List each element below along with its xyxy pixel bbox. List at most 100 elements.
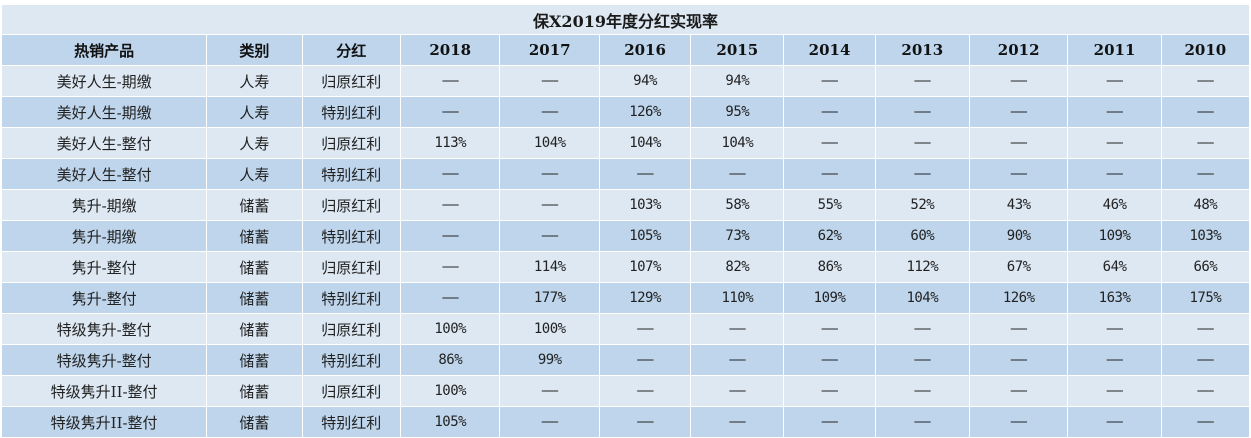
- table-row: 美好人生-期缴 人寿 特别红利 —— —— 126% 95% —— —— —— —— ——: [0, 96, 1251, 128]
- product-cell: 隽升-期缴: [0, 220, 208, 252]
- product-cell: 美好人生-整付: [0, 158, 208, 190]
- product-cell: 特级隽升-整付: [0, 344, 208, 376]
- rate-cell: ——: [783, 96, 876, 128]
- rate-cell: 104%: [690, 127, 785, 159]
- rate-cell: ——: [968, 127, 1069, 159]
- rate-cell: ——: [874, 96, 970, 128]
- rate-cell: ——: [499, 96, 600, 128]
- rate-cell: ——: [1160, 158, 1251, 190]
- rate-cell: ——: [1067, 96, 1162, 128]
- rate-cell: 66%: [1160, 251, 1251, 283]
- rate-cell: ——: [1160, 344, 1251, 376]
- rate-cell: 126%: [968, 282, 1069, 314]
- column-header: 2011: [1067, 34, 1162, 66]
- rate-cell: 52%: [874, 189, 970, 221]
- product-cell: 美好人生-期缴: [0, 96, 208, 128]
- rate-cell: 100%: [399, 375, 501, 407]
- rate-cell: ——: [598, 344, 692, 376]
- rate-cell: 62%: [783, 220, 876, 252]
- rate-cell: ——: [1067, 158, 1162, 190]
- rate-cell: ——: [968, 406, 1069, 438]
- category-cell: 人寿: [206, 65, 303, 97]
- dividend-cell: 归原红利: [301, 375, 402, 407]
- rate-cell: 82%: [690, 251, 785, 283]
- rate-cell: ——: [968, 313, 1069, 345]
- column-header: 2010: [1160, 34, 1251, 66]
- dividend-cell: 特别红利: [301, 158, 402, 190]
- rate-cell: 113%: [399, 127, 501, 159]
- rate-cell: ——: [399, 282, 501, 314]
- rate-cell: ——: [1160, 313, 1251, 345]
- rate-cell: 73%: [690, 220, 785, 252]
- rate-cell: 94%: [598, 65, 692, 97]
- category-cell: 储蓄: [206, 220, 303, 252]
- rate-cell: ——: [399, 158, 501, 190]
- rate-cell: ——: [399, 65, 501, 97]
- product-cell: 特级隽升-整付: [0, 313, 208, 345]
- rate-cell: 86%: [399, 344, 501, 376]
- rate-cell: ——: [499, 65, 600, 97]
- category-cell: 人寿: [206, 158, 303, 190]
- rate-cell: 99%: [499, 344, 600, 376]
- table-row: 美好人生-期缴 人寿 归原红利 —— —— 94% 94% —— —— —— —— ——: [0, 65, 1251, 97]
- dividend-cell: 特别红利: [301, 96, 402, 128]
- dividend-cell: 特别红利: [301, 344, 402, 376]
- dividend-cell: 特别红利: [301, 406, 402, 438]
- category-cell: 储蓄: [206, 344, 303, 376]
- table-row: 特级隽升-整付 储蓄 特别红利 86% 99% —— —— —— —— —— —— ——: [0, 344, 1251, 376]
- dividend-table: 保X2019年度分红实现率 热销产品 类别 分红 2018 2017 2016 2015 20…: [0, 4, 1251, 438]
- table-row: 隽升-期缴 储蓄 特别红利 —— —— 105% 73% 62% 60% 90% 109% 103%: [0, 220, 1251, 252]
- rate-cell: 109%: [783, 282, 876, 314]
- dividend-cell: 归原红利: [301, 65, 402, 97]
- rate-cell: ——: [1160, 375, 1251, 407]
- rate-cell: ——: [1067, 344, 1162, 376]
- rate-cell: ——: [499, 406, 600, 438]
- column-header: 类别: [206, 34, 303, 66]
- rate-cell: 129%: [598, 282, 692, 314]
- rate-cell: ——: [1067, 65, 1162, 97]
- column-header: 2015: [690, 34, 785, 66]
- category-cell: 储蓄: [206, 406, 303, 438]
- rate-cell: 95%: [690, 96, 785, 128]
- table-row: 隽升-整付 储蓄 特别红利 —— 177% 129% 110% 109% 104% 126% 163…: [0, 282, 1251, 314]
- rate-cell: 177%: [499, 282, 600, 314]
- rate-cell: ——: [1067, 375, 1162, 407]
- rate-cell: ——: [1160, 96, 1251, 128]
- column-header: 2018: [399, 34, 501, 66]
- category-cell: 储蓄: [206, 375, 303, 407]
- rate-cell: 104%: [598, 127, 692, 159]
- dividend-table-view: 保X2019年度分红实现率 热销产品 类别 分红 2018 2017 2016 2015 20…: [0, 4, 1251, 438]
- rate-cell: ——: [598, 158, 692, 190]
- rate-cell: 58%: [690, 189, 785, 221]
- rate-cell: ——: [1067, 313, 1162, 345]
- rate-cell: 105%: [399, 406, 501, 438]
- rate-cell: 105%: [598, 220, 692, 252]
- table-row: 特级隽升-整付 储蓄 归原红利 100% 100% —— —— —— —— —— —— ——: [0, 313, 1251, 345]
- rate-cell: ——: [968, 158, 1069, 190]
- rate-cell: ——: [874, 313, 970, 345]
- rate-cell: ——: [783, 127, 876, 159]
- rate-cell: 100%: [399, 313, 501, 345]
- rate-cell: ——: [874, 375, 970, 407]
- rate-cell: 104%: [874, 282, 970, 314]
- rate-cell: 114%: [499, 251, 600, 283]
- category-cell: 储蓄: [206, 282, 303, 314]
- rate-cell: 43%: [968, 189, 1069, 221]
- rate-cell: 104%: [499, 127, 600, 159]
- rate-cell: 103%: [598, 189, 692, 221]
- rate-cell: ——: [874, 65, 970, 97]
- rate-cell: ——: [399, 251, 501, 283]
- rate-cell: ——: [783, 375, 876, 407]
- rate-cell: 46%: [1067, 189, 1162, 221]
- dividend-cell: 特别红利: [301, 220, 402, 252]
- rate-cell: ——: [968, 375, 1069, 407]
- dividend-cell: 归原红利: [301, 313, 402, 345]
- rate-cell: ——: [499, 189, 600, 221]
- rate-cell: ——: [499, 375, 600, 407]
- category-cell: 储蓄: [206, 189, 303, 221]
- rate-cell: ——: [690, 375, 785, 407]
- rate-cell: 64%: [1067, 251, 1162, 283]
- dividend-cell: 归原红利: [301, 127, 402, 159]
- rate-cell: ——: [598, 313, 692, 345]
- rate-cell: ——: [1160, 65, 1251, 97]
